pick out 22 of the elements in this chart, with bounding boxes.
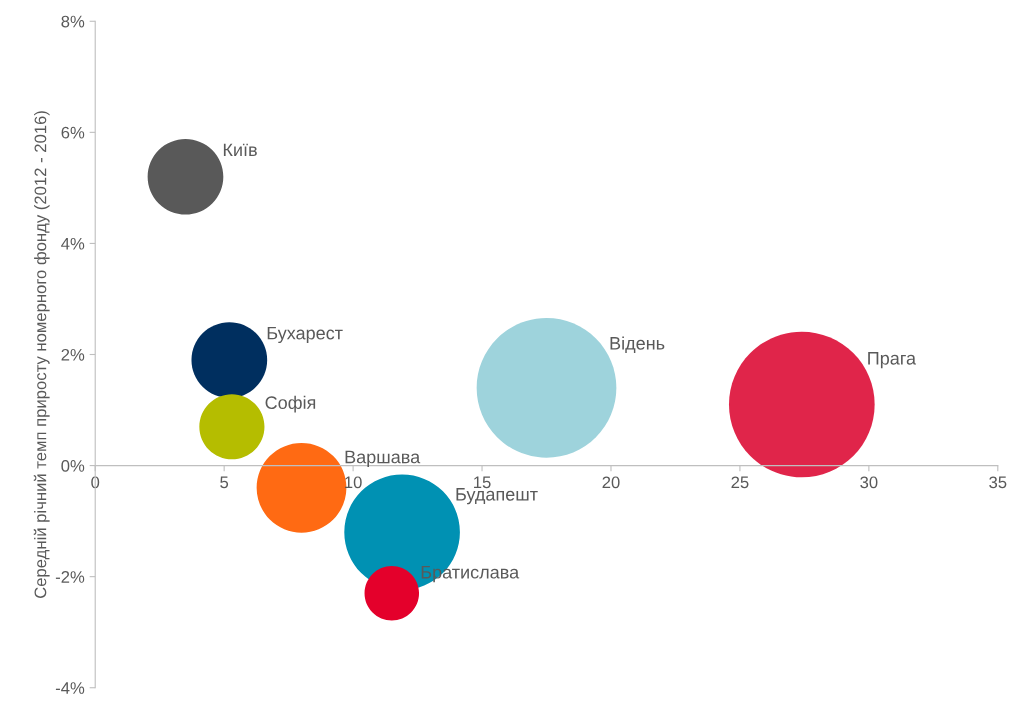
y-tick-label: -4% <box>55 682 85 694</box>
x-tick-label: 0 <box>91 476 100 489</box>
x-tick-label: 25 <box>731 476 749 489</box>
y-tick-label: 0% <box>61 459 85 472</box>
y-tick-label: -2% <box>55 571 85 583</box>
y-axis-title: Середній річний темп приросту номерного фонду (2012 - 2016) <box>33 111 50 598</box>
y-tick-label: 4% <box>61 237 85 250</box>
series-label: Прага <box>868 352 917 369</box>
series-label: Бухарест <box>267 326 343 344</box>
x-tick-label: 35 <box>989 476 1007 489</box>
x-tick-label: 15 <box>474 476 491 489</box>
y-tick-label: 6% <box>61 126 85 139</box>
series-label: Варшава <box>345 450 421 467</box>
series-label: Софія <box>265 395 316 413</box>
x-tick-label: 5 <box>220 476 229 489</box>
x-tick-label: 30 <box>860 476 878 489</box>
series-label: Київ <box>223 143 257 157</box>
y-tick-label: 8% <box>61 15 85 28</box>
y-tick-label: 2% <box>61 348 85 361</box>
series-label: Будапешт <box>456 488 538 505</box>
x-tick-label: 20 <box>602 476 620 489</box>
series-label: Відень <box>610 336 665 354</box>
